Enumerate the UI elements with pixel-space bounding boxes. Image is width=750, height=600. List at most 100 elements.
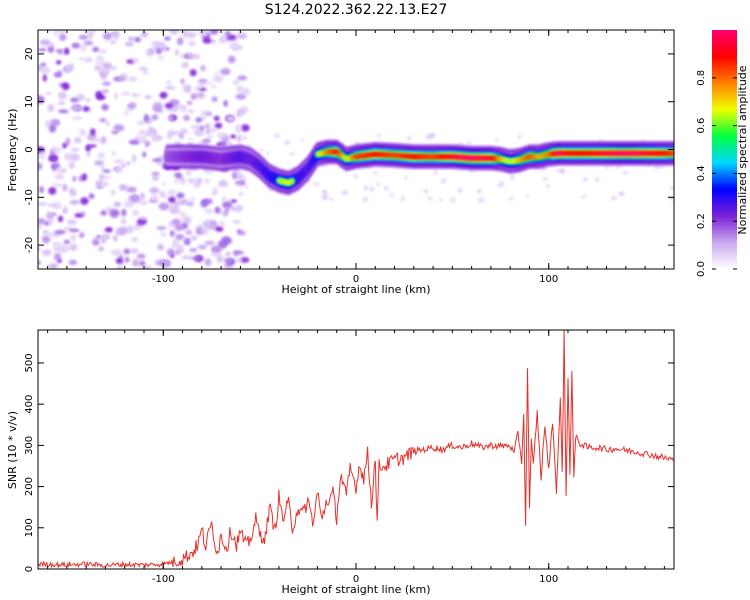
spectrogram-noise-blob bbox=[200, 64, 206, 72]
spectrogram-noise-blob bbox=[95, 90, 103, 99]
spectrogram-faint-speck bbox=[204, 178, 210, 184]
snr-y-tick-label-2: 200 bbox=[24, 477, 35, 496]
snr-x-axis-label: Height of straight line (km) bbox=[281, 583, 430, 596]
spectrogram-noise-blob bbox=[174, 49, 179, 56]
spectrogram-noise-blob bbox=[78, 34, 89, 40]
spectrogram-noise-blob bbox=[146, 48, 153, 57]
spectrogram-faint-speck bbox=[312, 182, 320, 186]
spectrogram-noise-blob bbox=[54, 173, 65, 180]
spectrogram-noise-blob bbox=[66, 219, 78, 225]
spectrogram-noise-blob bbox=[223, 100, 229, 107]
spectrogram-noise-blob bbox=[169, 230, 175, 237]
spectrogram-noise-blob bbox=[189, 54, 201, 59]
spectrogram-noise-blob bbox=[195, 117, 202, 123]
spectrogram-noise-blob bbox=[113, 159, 124, 164]
spectrogram-faint-speck bbox=[546, 183, 551, 189]
snr-plot-area bbox=[38, 330, 674, 569]
spectrogram-noise-blob bbox=[73, 136, 82, 144]
spectrogram-noise-blob bbox=[44, 119, 51, 128]
spectrogram-noise-blob bbox=[42, 232, 52, 236]
spectrogram-faint-speck bbox=[403, 176, 409, 179]
spectrogram-faint-speck bbox=[582, 177, 588, 182]
spectrogram-faint-speck bbox=[197, 141, 205, 145]
spectrogram-noise-blob bbox=[159, 259, 171, 267]
spectrogram-noise-blob bbox=[176, 246, 185, 254]
spectrogram-noise-blob bbox=[176, 37, 184, 46]
spectrogram-faint-speck bbox=[494, 138, 499, 142]
spectrogram-noise-blob bbox=[211, 245, 222, 254]
spectrogram-noise-blob bbox=[216, 254, 224, 263]
spectrogram-noise-blob bbox=[48, 154, 59, 163]
spectrogram-noise-blob bbox=[81, 173, 88, 181]
colorbar-tick-label-0: 0.0 bbox=[696, 261, 707, 277]
spectrogram-noise-blob bbox=[44, 220, 50, 226]
spectrogram-noise-blob bbox=[65, 137, 71, 146]
spectrogram-noise-blob bbox=[236, 110, 242, 118]
colorbar-tick-label-3: 0.6 bbox=[696, 118, 707, 134]
snr-x-tick-label-0: -100 bbox=[152, 574, 175, 585]
spectrogram-faint-speck bbox=[289, 152, 295, 156]
spectrogram-noise-blob bbox=[211, 96, 218, 102]
spectrogram-faint-speck bbox=[188, 138, 194, 141]
spectrogram-noise-blob bbox=[182, 30, 189, 38]
spectrogram-faint-speck bbox=[372, 171, 378, 175]
spectrogram-noise-blob bbox=[58, 30, 66, 34]
spectrogram-noise-blob bbox=[200, 199, 209, 208]
spectrogram-noise-blob bbox=[237, 75, 248, 81]
spectrogram-noise-blob bbox=[51, 164, 58, 169]
spectrogram-noise-blob bbox=[102, 169, 111, 173]
spectrogram-noise-blob bbox=[80, 197, 89, 205]
spectrogram-noise-blob bbox=[221, 201, 233, 209]
spectrogram-noise-blob bbox=[185, 229, 193, 236]
spectrogram-noise-blob bbox=[46, 211, 54, 220]
spectrogram-faint-speck bbox=[499, 181, 505, 186]
spectrogram-faint-speck bbox=[190, 197, 196, 201]
spectrogram-noise-blob bbox=[180, 105, 187, 113]
spectrogram-noise-blob bbox=[230, 199, 238, 203]
spectrogram-noise-blob bbox=[235, 169, 242, 173]
spectrogram-noise-blob bbox=[86, 30, 97, 34]
spectrogram-noise-blob bbox=[180, 78, 185, 85]
spectrogram-noise-blob bbox=[48, 186, 57, 195]
spectrogram-faint-speck bbox=[173, 179, 180, 184]
spectrogram-noise-blob bbox=[58, 33, 67, 42]
spectrogram-noise-blob bbox=[38, 223, 42, 230]
spectrogram-noise-blob bbox=[54, 252, 62, 261]
spectrogram-noise-blob bbox=[209, 220, 218, 228]
spectrogram-noise-blob bbox=[123, 248, 131, 255]
spectrogram-noise-blob bbox=[128, 139, 140, 145]
spectrogram-noise-blob bbox=[168, 129, 174, 137]
spectrogram-y-tick-label-1: -10 bbox=[24, 189, 35, 205]
spectrogram-noise-blob bbox=[95, 185, 104, 189]
spectrogram-faint-speck bbox=[208, 171, 213, 175]
spectrogram-noise-blob bbox=[236, 229, 242, 233]
snr-x-tick-label-1: 0 bbox=[353, 574, 359, 585]
spectrogram-noise-blob bbox=[41, 235, 51, 244]
spectrogram-noise-blob bbox=[80, 211, 86, 217]
spectrogram-faint-speck bbox=[222, 137, 228, 141]
spectrogram-noise-blob bbox=[211, 84, 217, 88]
spectrogram-faint-speck bbox=[457, 187, 463, 194]
spectrogram-noise-blob bbox=[42, 74, 47, 82]
spectrogram-faint-speck bbox=[595, 177, 599, 182]
snr-panel: -100 0 100 0 100 200 300 400 500 Height of strai… bbox=[6, 329, 675, 596]
spectrogram-noise-blob bbox=[81, 44, 86, 52]
spectrogram-noise-blob bbox=[210, 252, 221, 257]
spectrogram-faint-speck bbox=[211, 191, 216, 196]
spectrogram-faint-speck bbox=[238, 191, 243, 197]
spectrogram-noise-blob bbox=[231, 219, 242, 225]
spectrogram-noise-blob bbox=[158, 190, 165, 197]
spectrogram-noise-blob bbox=[190, 256, 201, 261]
spectrogram-noise-blob bbox=[71, 104, 81, 111]
spectrogram-noise-blob bbox=[151, 114, 159, 121]
spectrogram-faint-speck bbox=[427, 196, 433, 201]
spectrogram-faint-speck bbox=[376, 182, 381, 187]
spectrogram-faint-speck bbox=[660, 165, 666, 169]
spectrogram-noise-blob bbox=[71, 42, 81, 49]
spectrogram-noise-blob bbox=[183, 85, 192, 94]
spectrogram-noise-blob bbox=[57, 244, 69, 253]
spectrogram-noise-blob bbox=[224, 251, 232, 257]
spectrogram-noise-blob bbox=[57, 168, 67, 173]
spectrogram-noise-blob bbox=[205, 127, 211, 135]
